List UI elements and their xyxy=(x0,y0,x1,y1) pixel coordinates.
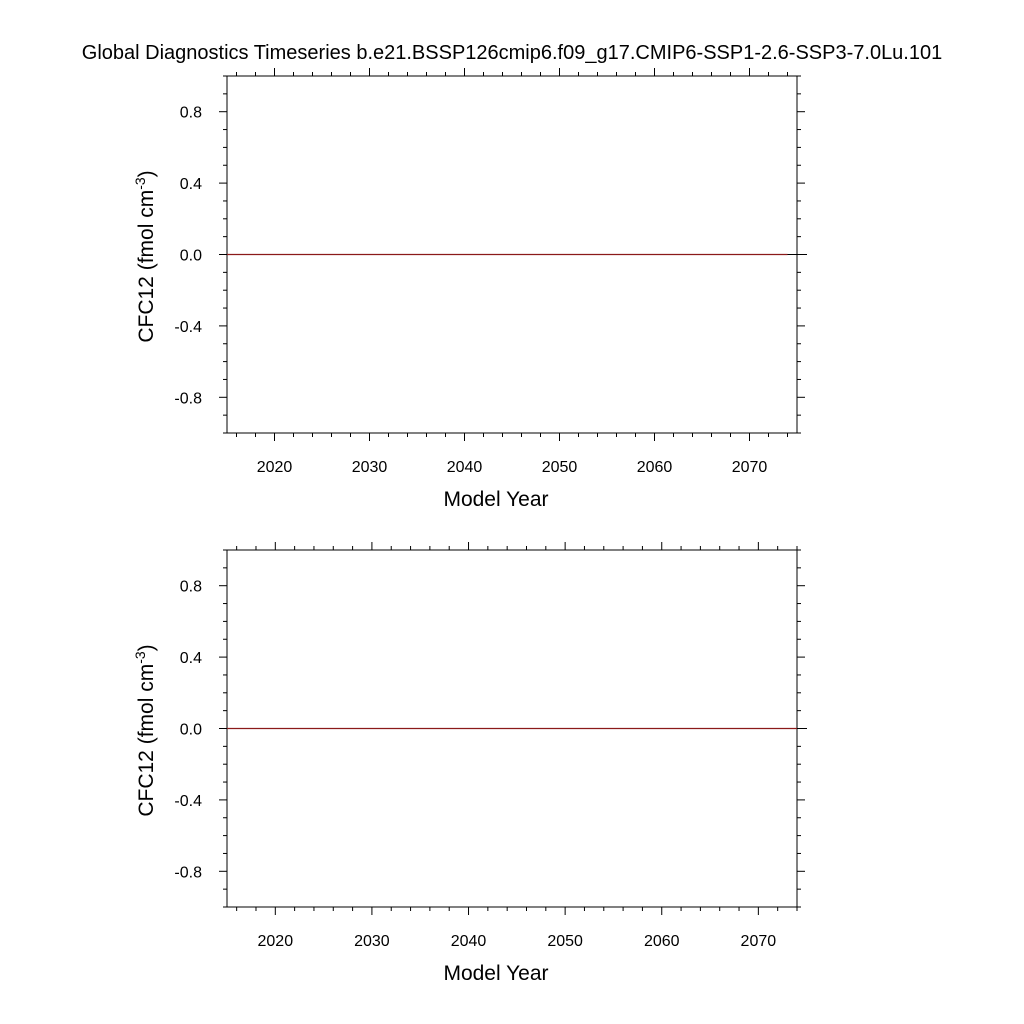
x-axis-label: Model Year xyxy=(443,962,548,985)
x-tick-label: 2030 xyxy=(354,933,390,950)
x-tick-label: 2020 xyxy=(258,933,294,950)
y-tick-label: 0.4 xyxy=(180,650,202,667)
y-axis-label: CFC12 (fmol cm-3) xyxy=(132,170,158,342)
panel-1: 2020 2030 2040 2050 2060 2070 0.8 0.4 0.0 -0.4 -0.… xyxy=(132,68,807,511)
x-tick-label: 2060 xyxy=(637,459,673,476)
y-tick-label: -0.4 xyxy=(174,319,202,336)
y-tick-label: 0.4 xyxy=(180,176,202,193)
y-tick-label: -0.8 xyxy=(174,864,202,881)
x-tick-label: 2050 xyxy=(547,933,583,950)
y-tick-label: -0.8 xyxy=(174,390,202,407)
y-tick-label: 0.8 xyxy=(180,105,202,122)
y-tick-label: -0.4 xyxy=(174,793,202,810)
x-tick-label: 2060 xyxy=(644,933,680,950)
x-tick-label: 2040 xyxy=(447,459,483,476)
x-tick-label: 2070 xyxy=(732,459,768,476)
x-tick-label: 2020 xyxy=(257,459,293,476)
panel-2: 2020 2030 2040 2050 2060 2070 0.8 0.4 0.0 -0.4 -0.… xyxy=(132,542,807,985)
x-tick-label: 2070 xyxy=(741,933,777,950)
x-tick-label: 2050 xyxy=(542,459,578,476)
y-tick-label: 0.8 xyxy=(180,579,202,596)
x-axis-label: Model Year xyxy=(443,488,548,511)
x-tick-label: 2040 xyxy=(451,933,487,950)
y-axis-label: CFC12 (fmol cm-3) xyxy=(132,644,158,816)
page-title: Global Diagnostics Timeseries b.e21.BSSP… xyxy=(81,42,943,64)
y-tick-label: 0.0 xyxy=(180,722,202,739)
y-tick-label: 0.0 xyxy=(180,248,202,265)
x-tick-label: 2030 xyxy=(352,459,388,476)
